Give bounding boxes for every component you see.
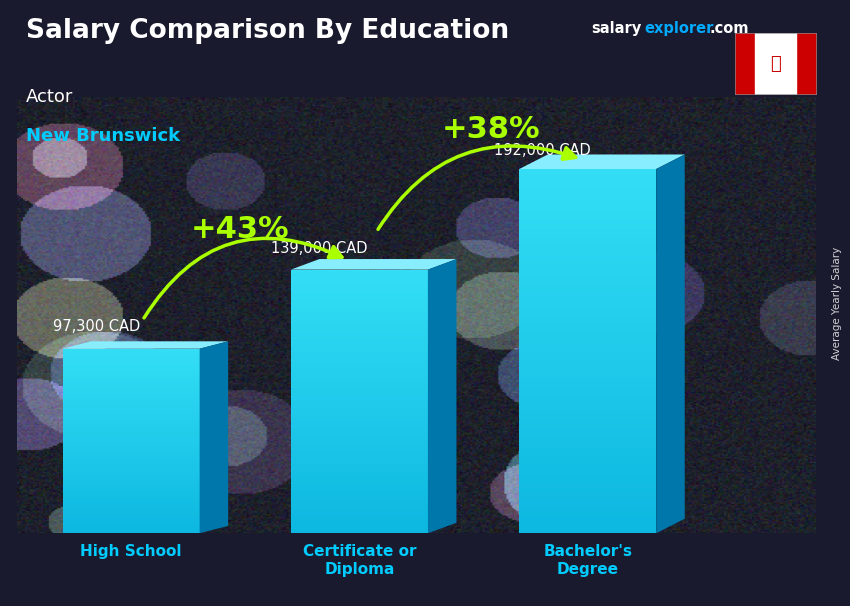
Text: +43%: +43% [190,215,289,244]
Polygon shape [428,259,456,533]
Text: 🍁: 🍁 [770,55,781,73]
Text: 97,300 CAD: 97,300 CAD [54,319,140,333]
Text: +38%: +38% [441,115,540,144]
Polygon shape [656,155,685,533]
Polygon shape [291,259,456,270]
Polygon shape [519,155,685,169]
Text: Actor: Actor [26,88,73,106]
Text: explorer: explorer [644,21,714,36]
Text: Salary Comparison By Education: Salary Comparison By Education [26,18,508,44]
Text: 139,000 CAD: 139,000 CAD [271,241,368,256]
Polygon shape [63,341,228,348]
Text: New Brunswick: New Brunswick [26,127,179,145]
Text: 192,000 CAD: 192,000 CAD [494,142,591,158]
Polygon shape [200,341,228,533]
Text: salary: salary [591,21,641,36]
Text: Average Yearly Salary: Average Yearly Salary [832,247,842,359]
Text: .com: .com [710,21,749,36]
